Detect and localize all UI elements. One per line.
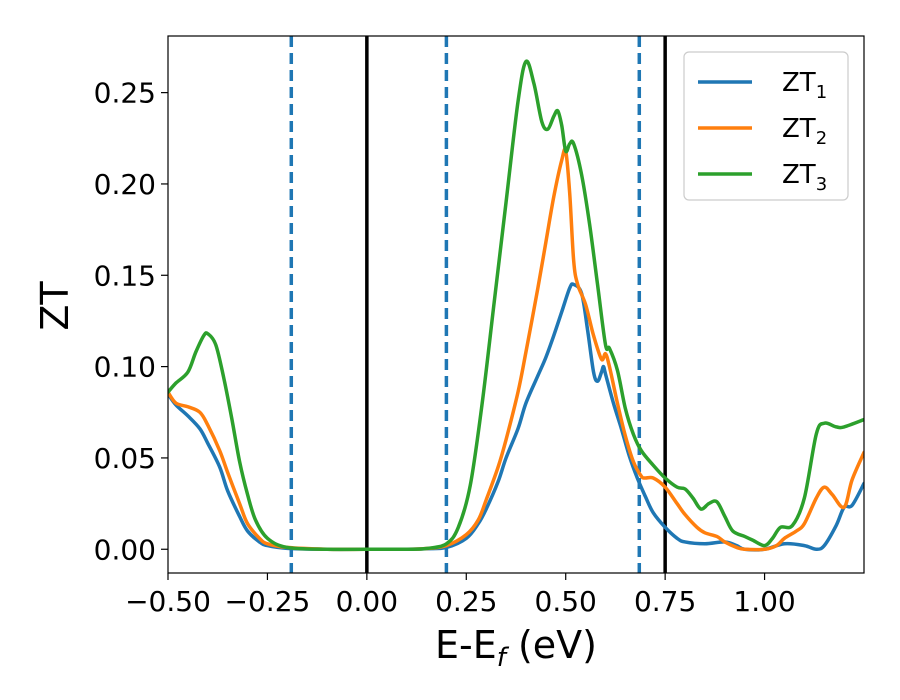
series-line-zt3 <box>168 59 864 552</box>
legend-label-zt1: ZT1 <box>782 68 827 103</box>
series-line-zt1 <box>168 282 864 552</box>
y-tick-label: 0.00 <box>94 533 156 566</box>
y-tick-label: 0.25 <box>94 77 156 110</box>
x-tick-label: 0.75 <box>634 585 696 618</box>
legend: ZT1 ZT2 ZT3 <box>683 51 849 201</box>
legend-frame <box>683 51 849 201</box>
series-line-zt2 <box>168 147 864 552</box>
x-tick-label: −0.50 <box>125 585 211 618</box>
y-axis-title: ZT <box>33 281 77 331</box>
x-tick-label: 0.25 <box>435 585 497 618</box>
x-axis-title: E-Ef (eV) <box>435 623 597 673</box>
y-tick-label: 0.15 <box>94 259 156 292</box>
x-axis-title-unit: (eV) <box>506 623 597 667</box>
x-tick-label: 0.50 <box>535 585 597 618</box>
x-tick-label: −0.25 <box>225 585 311 618</box>
x-tick-label: 1.00 <box>733 585 795 618</box>
y-tick-label: 0.10 <box>94 351 156 384</box>
x-tick-label: 0.00 <box>336 585 398 618</box>
legend-label-zt2: ZT2 <box>782 114 827 149</box>
plot-frame <box>167 35 865 574</box>
y-tick-label: 0.05 <box>94 442 156 475</box>
legend-label-zt3: ZT3 <box>782 160 827 195</box>
y-tick-label: 0.20 <box>94 168 156 201</box>
